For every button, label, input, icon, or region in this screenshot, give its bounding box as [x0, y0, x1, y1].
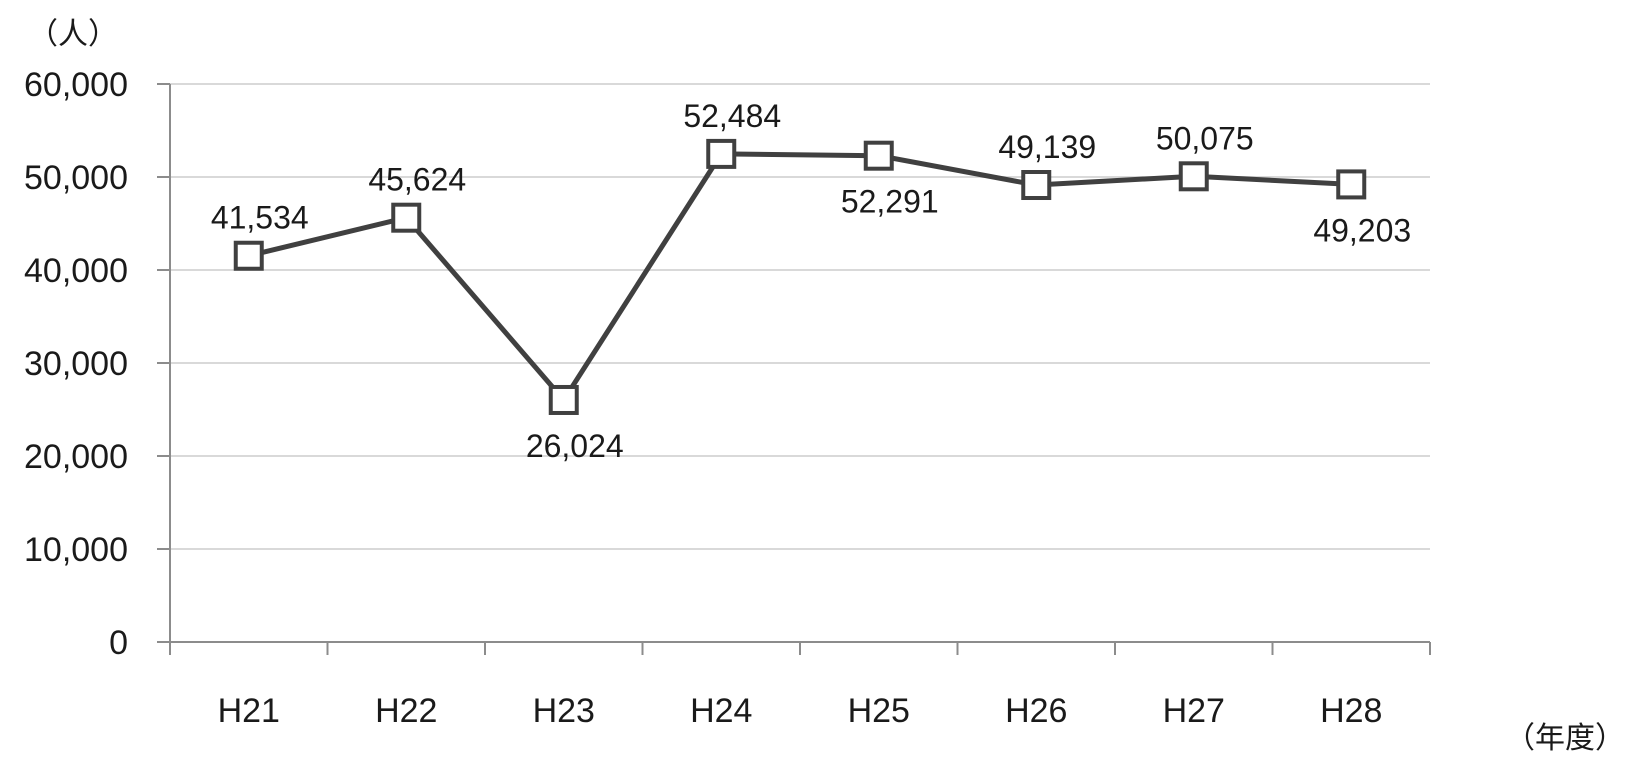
data-point-marker	[706, 138, 737, 169]
data-label: 45,624	[368, 162, 466, 198]
data-point-marker	[863, 140, 894, 171]
data-point-marker	[391, 202, 422, 233]
x-tick-label: H21	[218, 692, 280, 730]
data-labels: 41,534 45,624 26,024 52,484 52,291 49,139 50,0…	[211, 98, 1411, 464]
data-label: 41,534	[211, 200, 309, 236]
x-tick-label: H25	[848, 692, 910, 730]
data-label: 52,484	[683, 98, 781, 134]
series-markers	[233, 138, 1367, 415]
data-point-marker	[1021, 170, 1052, 201]
data-label: 26,024	[526, 428, 624, 464]
data-label: 50,075	[1156, 120, 1254, 156]
y-axis-unit-label: （人）	[28, 17, 118, 52]
x-axis-unit-label: （年度）	[1505, 721, 1625, 756]
y-tick-label: 50,000	[24, 159, 128, 197]
y-tick-label: 0	[109, 624, 128, 662]
x-tick-label: H26	[1005, 692, 1067, 730]
y-tick-label: 30,000	[24, 345, 128, 383]
series-line	[248, 151, 1352, 403]
data-point-marker	[1178, 161, 1209, 192]
x-tick-label: H22	[375, 692, 437, 730]
y-tick-label: 60,000	[24, 66, 128, 104]
x-tick-labels: H21 H22 H23 H24 H25 H26 H27 H28	[218, 692, 1383, 730]
y-tick-label: 10,000	[24, 531, 128, 569]
y-tick-labels: 0 10,000 20,000 30,000 40,000 50,000 60,000	[24, 66, 128, 662]
data-label: 49,203	[1313, 212, 1411, 248]
data-label: 49,139	[998, 129, 1096, 165]
gridlines	[170, 83, 1430, 550]
data-point-marker	[548, 384, 579, 415]
y-tick-label: 40,000	[24, 252, 128, 290]
x-tick-label: H28	[1320, 692, 1382, 730]
data-point-marker	[233, 240, 264, 271]
x-tick-label: H27	[1163, 692, 1225, 730]
x-tick-label: H24	[690, 692, 752, 730]
data-label: 52,291	[841, 184, 939, 220]
y-tick-label: 20,000	[24, 438, 128, 476]
x-tick-label: H23	[533, 692, 595, 730]
axes	[157, 83, 1431, 655]
data-point-marker	[1336, 169, 1367, 200]
series-line	[248, 151, 1352, 403]
